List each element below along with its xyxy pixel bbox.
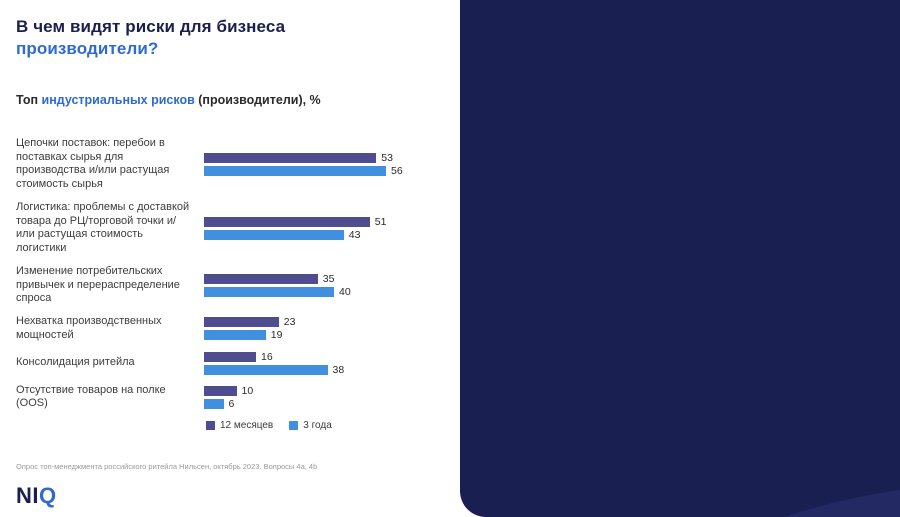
chart-row: Логистика: проблемы с доставкой товара д… bbox=[16, 201, 444, 256]
manufacturers-chart: Цепочки поставок: перебои в поставках сы… bbox=[16, 137, 444, 411]
bar-line: 56 bbox=[204, 164, 444, 177]
chart-row: Цепочки поставок: перебои в поставках сы… bbox=[16, 137, 444, 192]
legend-item: 3 года bbox=[289, 420, 332, 431]
category-label: Изменение потребительских привычек и пер… bbox=[16, 264, 180, 305]
bar-value-label: 6 bbox=[228, 397, 235, 410]
bar-value-label: 43 bbox=[348, 228, 361, 241]
niq-logo: NIQ bbox=[16, 483, 57, 509]
bar-value-label: 56 bbox=[391, 164, 403, 177]
manufacturers-title-accent: производители? bbox=[16, 39, 159, 59]
bar-line: 53 bbox=[204, 151, 444, 164]
bar-group: 16 38 bbox=[204, 350, 444, 376]
bar-line: 35 bbox=[204, 273, 444, 285]
manufacturers-panel: В чем видят риски для бизнеса производит… bbox=[16, 16, 444, 509]
bar-line: 40 bbox=[204, 286, 444, 298]
bar-line: 38 bbox=[204, 363, 444, 376]
bar-3-года bbox=[204, 165, 386, 176]
legend-swatch bbox=[206, 421, 215, 431]
legend-label: 12 месяцев bbox=[220, 420, 274, 432]
bar-line: 23 bbox=[204, 316, 444, 329]
chart-title-accent: индустриальных рисков bbox=[41, 92, 195, 107]
bar-value-label: 40 bbox=[339, 286, 351, 298]
chart-row: Отсутствие товаров на полке (OOS) 10 6 bbox=[16, 384, 444, 412]
bar-value-label: 19 bbox=[270, 329, 283, 342]
niq-logo-ni: NI bbox=[16, 483, 39, 508]
source-footnote: Опрос топ-менеджмента российского ритейл… bbox=[16, 462, 318, 471]
chart-row: Консолидация ритейла 16 38 bbox=[16, 350, 444, 376]
category-label: Отсутствие товаров на полке (OOS) bbox=[16, 383, 166, 410]
chart-row: Изменение потребительских привычек и пер… bbox=[16, 265, 444, 306]
bar-value-label: 16 bbox=[261, 350, 273, 363]
manufacturers-title: В чем видят риски для бизнеса производит… bbox=[16, 16, 444, 61]
decorative-arc bbox=[540, 484, 900, 517]
category-label: Нехватка производственных мощностей bbox=[16, 315, 162, 341]
bar-line: 19 bbox=[204, 329, 444, 342]
bar-line: 51 bbox=[204, 215, 444, 228]
bar-3-года bbox=[204, 364, 328, 375]
legend-label: 3 года bbox=[303, 420, 332, 432]
category-label: Логистика: проблемы с доставкой товара д… bbox=[16, 200, 190, 255]
chart-title-post: (производители), % bbox=[194, 92, 321, 107]
bar-3-года bbox=[204, 398, 224, 409]
bar-line: 6 bbox=[204, 397, 444, 410]
niq-logo-q: Q bbox=[39, 483, 57, 508]
bar-value-label: 35 bbox=[322, 273, 335, 285]
bar-group: 23 19 bbox=[204, 316, 444, 342]
bar-value-label: 38 bbox=[332, 363, 345, 376]
bar-12-месяцев bbox=[204, 216, 370, 227]
bar-value-label: 10 bbox=[241, 384, 254, 397]
retailers-panel: В чем видят риски для бизнеса ритейлеры?… bbox=[460, 0, 900, 517]
legend-item: 12 месяцев bbox=[206, 420, 273, 431]
manufacturers-legend: 12 месяцев 3 года bbox=[206, 420, 444, 431]
bar-value-label: 53 bbox=[381, 151, 393, 164]
bar-group: 35 40 bbox=[204, 273, 444, 298]
bar-3-года bbox=[204, 229, 344, 240]
bar-line: 43 bbox=[204, 228, 444, 241]
bar-3-года bbox=[204, 330, 266, 341]
bar-line: 10 bbox=[204, 384, 444, 397]
bar-12-месяцев bbox=[204, 385, 237, 396]
bar-group: 10 6 bbox=[204, 384, 444, 410]
bar-12-месяцев bbox=[204, 152, 377, 163]
bar-3-года bbox=[204, 287, 334, 297]
bar-12-месяцев bbox=[204, 317, 279, 328]
legend-swatch bbox=[289, 421, 299, 431]
manufacturers-chart-title: Топ индустриальных рисков (производители… bbox=[16, 93, 444, 107]
manufacturers-title-text: В чем видят риски для бизнеса bbox=[16, 17, 286, 36]
bar-value-label: 23 bbox=[283, 316, 296, 329]
bar-group: 53 56 bbox=[204, 151, 444, 177]
chart-title-pre: Топ bbox=[16, 92, 42, 107]
category-label: Цепочки поставок: перебои в поставках сы… bbox=[16, 136, 170, 191]
bar-value-label: 51 bbox=[374, 215, 387, 228]
bar-line: 16 bbox=[204, 350, 444, 363]
bar-12-месяцев bbox=[204, 274, 318, 284]
bar-group: 51 43 bbox=[204, 215, 444, 241]
category-label: Консолидация ритейла bbox=[16, 356, 135, 369]
bar-12-месяцев bbox=[204, 351, 256, 362]
chart-row: Нехватка производственных мощностей 23 19 bbox=[16, 315, 444, 343]
